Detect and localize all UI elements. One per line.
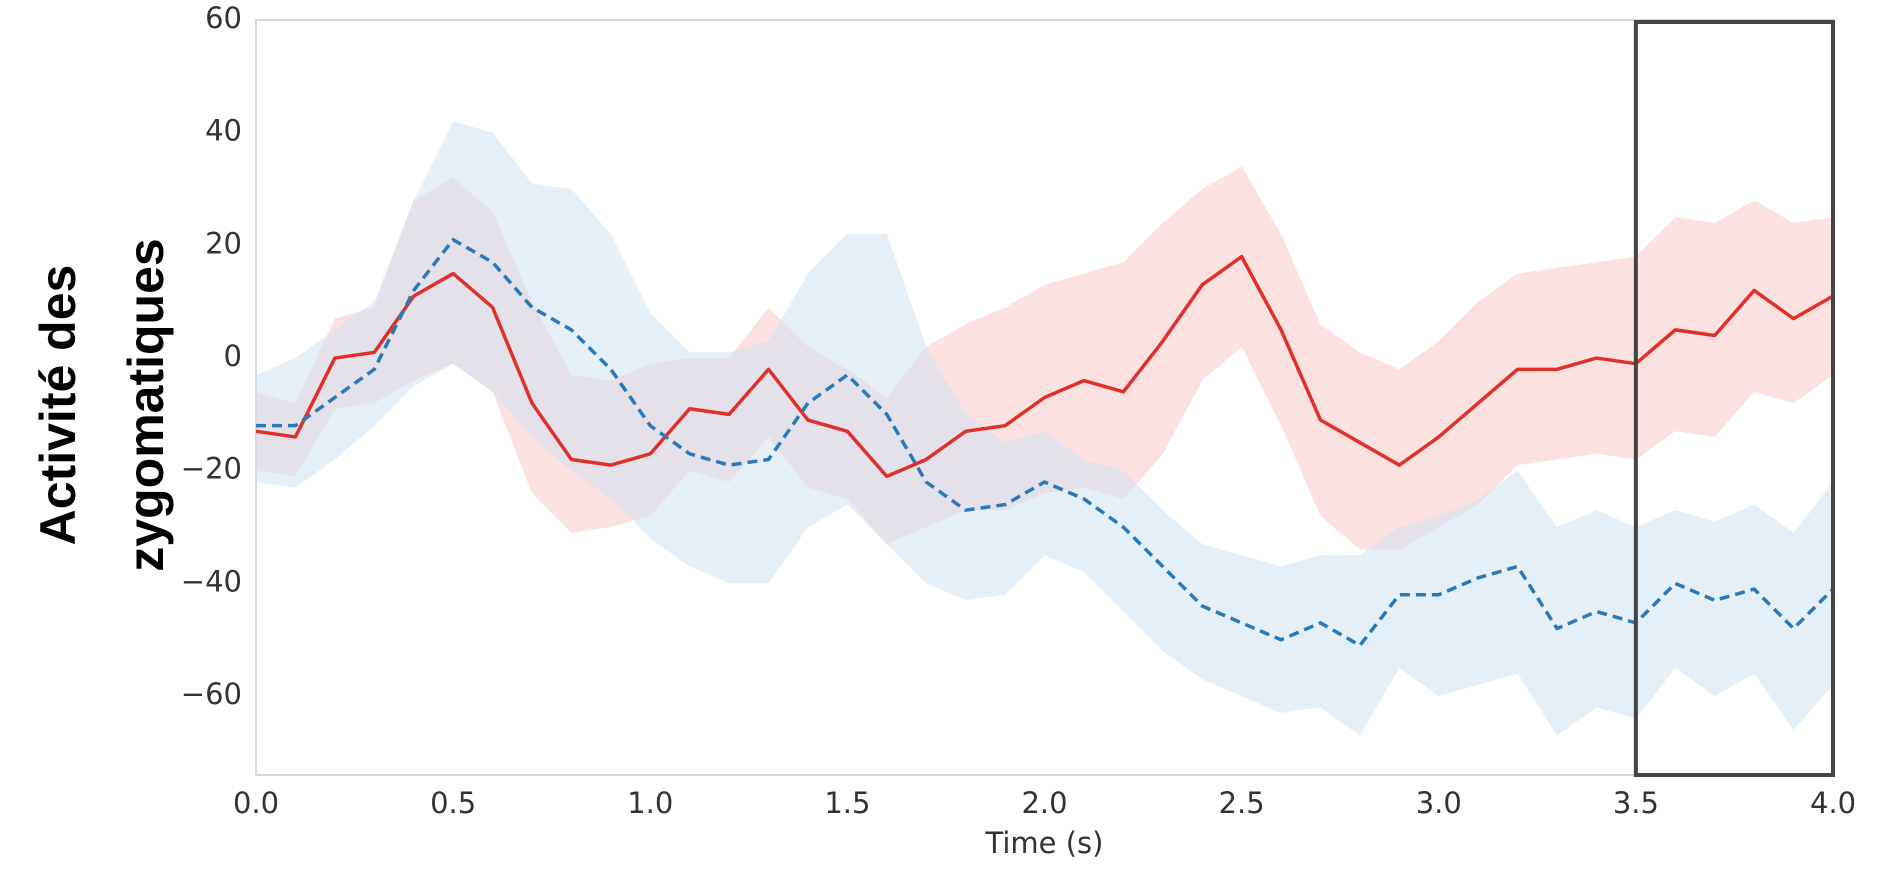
y-label-group: Activité des (30, 265, 86, 546)
x-tick-label: 0.5 (430, 786, 476, 820)
y-tick-label: −20 (181, 452, 242, 486)
y-tick-label: 0 (224, 339, 242, 373)
x-tick-label: 3.5 (1613, 786, 1659, 820)
confidence-band (256, 121, 1833, 736)
y-tick-label: 60 (205, 1, 242, 35)
x-tick-label: 2.0 (1021, 786, 1067, 820)
x-tick-label: 1.5 (824, 786, 870, 820)
x-tick-label: 2.5 (1219, 786, 1265, 820)
x-tick-label: 3.0 (1416, 786, 1462, 820)
x-axis-label: Time (s) (985, 826, 1104, 860)
y-tick-label: 40 (205, 114, 242, 148)
y-axis-label: Activité des (30, 265, 86, 546)
x-tick-label: 0.0 (233, 786, 279, 820)
series-line (256, 237, 1835, 648)
x-tick-label: 4.0 (1810, 786, 1856, 820)
y-tick-label: 20 (205, 226, 242, 260)
y-axis-label: zygomatiques (118, 238, 174, 571)
y-label-group: zygomatiques (118, 238, 174, 571)
y-tick-label: −40 (181, 564, 242, 598)
highlight-box (1633, 20, 1835, 777)
series-line (255, 254, 1834, 479)
y-tick-label: −60 (181, 677, 242, 711)
x-tick-label: 1.0 (627, 786, 673, 820)
